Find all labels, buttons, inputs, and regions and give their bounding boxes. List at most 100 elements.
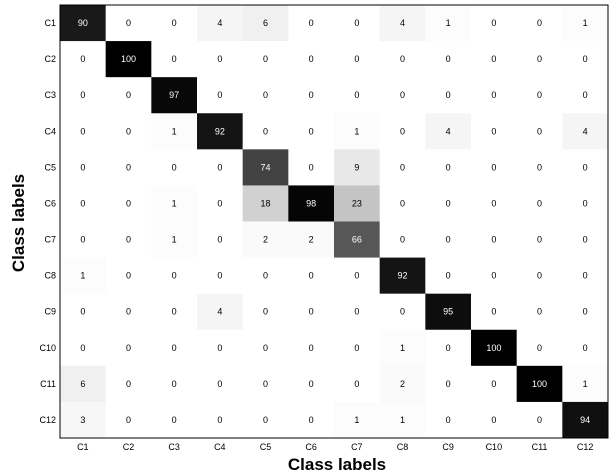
cell-C12-C11: [516, 401, 563, 439]
cell-C5-C4: [197, 149, 244, 186]
cell-value-C7-C2: 0: [126, 235, 131, 245]
y-tick-label-C11: C11: [40, 379, 56, 389]
cell-C1-C6: [288, 5, 335, 42]
cell-value-C10-C10: 100: [486, 343, 501, 353]
cell-value-C7-C10: 0: [491, 235, 496, 245]
cell-value-C9-C11: 0: [537, 307, 542, 317]
cell-C5-C6: [288, 149, 335, 186]
cell-C6-C4: [197, 185, 244, 222]
cell-C4-C3: [151, 113, 198, 150]
cell-C11-C7: [334, 365, 381, 403]
y-axis-title: Class labels: [9, 174, 28, 272]
cell-value-C8-C4: 0: [217, 271, 222, 281]
cell-C2-C12: [562, 41, 609, 78]
y-tick-label-C12: C12: [39, 415, 56, 425]
cell-C1-C2: [105, 5, 152, 42]
cell-C5-C10: [471, 149, 518, 186]
cell-value-C8-C10: 0: [491, 271, 496, 281]
cell-value-C10-C5: 0: [263, 343, 268, 353]
cell-C6-C10: [471, 185, 518, 222]
cell-C3-C7: [334, 77, 381, 114]
cell-value-C3-C3: 97: [169, 90, 179, 100]
cell-C4-C9: [425, 113, 472, 150]
cell-C3-C11: [516, 77, 563, 114]
y-tick-label-C9: C9: [44, 307, 56, 317]
cell-C4-C8: [379, 113, 426, 150]
cell-value-C4-C5: 0: [263, 126, 268, 136]
x-tick-label-C5: C5: [260, 442, 272, 452]
cell-C1-C9: [425, 5, 472, 42]
cell-C5-C2: [105, 149, 152, 186]
cell-value-C12-C11: 0: [537, 415, 542, 425]
cell-C3-C8: [379, 77, 426, 114]
cell-C12-C6: [288, 401, 335, 439]
x-tick-label-C2: C2: [123, 442, 135, 452]
cell-C5-C3: [151, 149, 198, 186]
cell-value-C6-C7: 23: [352, 198, 362, 208]
cell-C2-C1: [60, 41, 107, 78]
cell-value-C10-C7: 0: [354, 343, 359, 353]
cell-C11-C10: [471, 365, 518, 403]
cell-C1-C1: [60, 5, 107, 42]
cell-C1-C12: [562, 5, 609, 42]
cell-C9-C1: [60, 293, 107, 331]
cell-value-C7-C6: 2: [309, 235, 314, 245]
cell-value-C12-C8: 1: [400, 415, 405, 425]
cell-value-C12-C3: 0: [172, 415, 177, 425]
cell-C4-C5: [242, 113, 289, 150]
cell-C6-C12: [562, 185, 609, 222]
cell-C6-C9: [425, 185, 472, 222]
cell-C1-C5: [242, 5, 289, 42]
cell-value-C10-C9: 0: [446, 343, 451, 353]
cell-C9-C11: [516, 293, 563, 331]
cell-value-C10-C11: 0: [537, 343, 542, 353]
cell-C6-C2: [105, 185, 152, 222]
cell-value-C11-C1: 6: [80, 379, 85, 389]
cell-value-C3-C2: 0: [126, 90, 131, 100]
cell-C11-C3: [151, 365, 198, 403]
x-tick-labels: C1 C2 C3 C4 C5 C6 C7 C8 C9 C10 C11 C12: [77, 442, 593, 452]
cell-C2-C6: [288, 41, 335, 78]
cell-C6-C1: [60, 185, 107, 222]
cell-value-C12-C5: 0: [263, 415, 268, 425]
cell-value-C4-C8: 0: [400, 126, 405, 136]
cell-value-C9-C1: 0: [80, 307, 85, 317]
cell-value-C12-C6: 0: [309, 415, 314, 425]
cell-value-C1-C3: 0: [172, 18, 177, 28]
cell-C4-C2: [105, 113, 152, 150]
cell-value-C6-C9: 0: [446, 198, 451, 208]
cell-C3-C12: [562, 77, 609, 114]
cell-C6-C8: [379, 185, 426, 222]
cell-value-C3-C7: 0: [354, 90, 359, 100]
cell-value-C11-C5: 0: [263, 379, 268, 389]
cell-value-C10-C1: 0: [80, 343, 85, 353]
cell-C1-C3: [151, 5, 198, 42]
y-tick-label-C8: C8: [44, 271, 56, 281]
cell-C9-C3: [151, 293, 198, 331]
cell-value-C2-C5: 0: [263, 54, 268, 64]
cell-C2-C4: [197, 41, 244, 78]
cell-C8-C5: [242, 257, 289, 295]
cell-C5-C5: [242, 149, 289, 186]
cell-value-C8-C2: 0: [126, 271, 131, 281]
cell-C8-C9: [425, 257, 472, 295]
cell-value-C1-C1: 90: [78, 18, 88, 28]
cell-value-C1-C4: 4: [217, 18, 222, 28]
cell-C6-C3: [151, 185, 198, 222]
cell-value-C12-C4: 0: [217, 415, 222, 425]
cell-C11-C12: [562, 365, 609, 403]
x-tick-label-C6: C6: [305, 442, 317, 452]
cell-value-C10-C2: 0: [126, 343, 131, 353]
cell-value-C5-C6: 0: [309, 162, 314, 172]
cell-C8-C12: [562, 257, 609, 295]
cell-value-C11-C8: 2: [400, 379, 405, 389]
cell-value-C6-C5: 18: [260, 198, 270, 208]
cell-C8-C2: [105, 257, 152, 295]
cell-value-C4-C2: 0: [126, 126, 131, 136]
cell-value-C9-C10: 0: [491, 307, 496, 317]
cell-C10-C4: [197, 329, 244, 367]
cell-value-C1-C6: 0: [309, 18, 314, 28]
cell-value-C1-C9: 1: [446, 18, 451, 28]
cell-C1-C4: [197, 5, 244, 42]
cell-value-C1-C7: 0: [354, 18, 359, 28]
